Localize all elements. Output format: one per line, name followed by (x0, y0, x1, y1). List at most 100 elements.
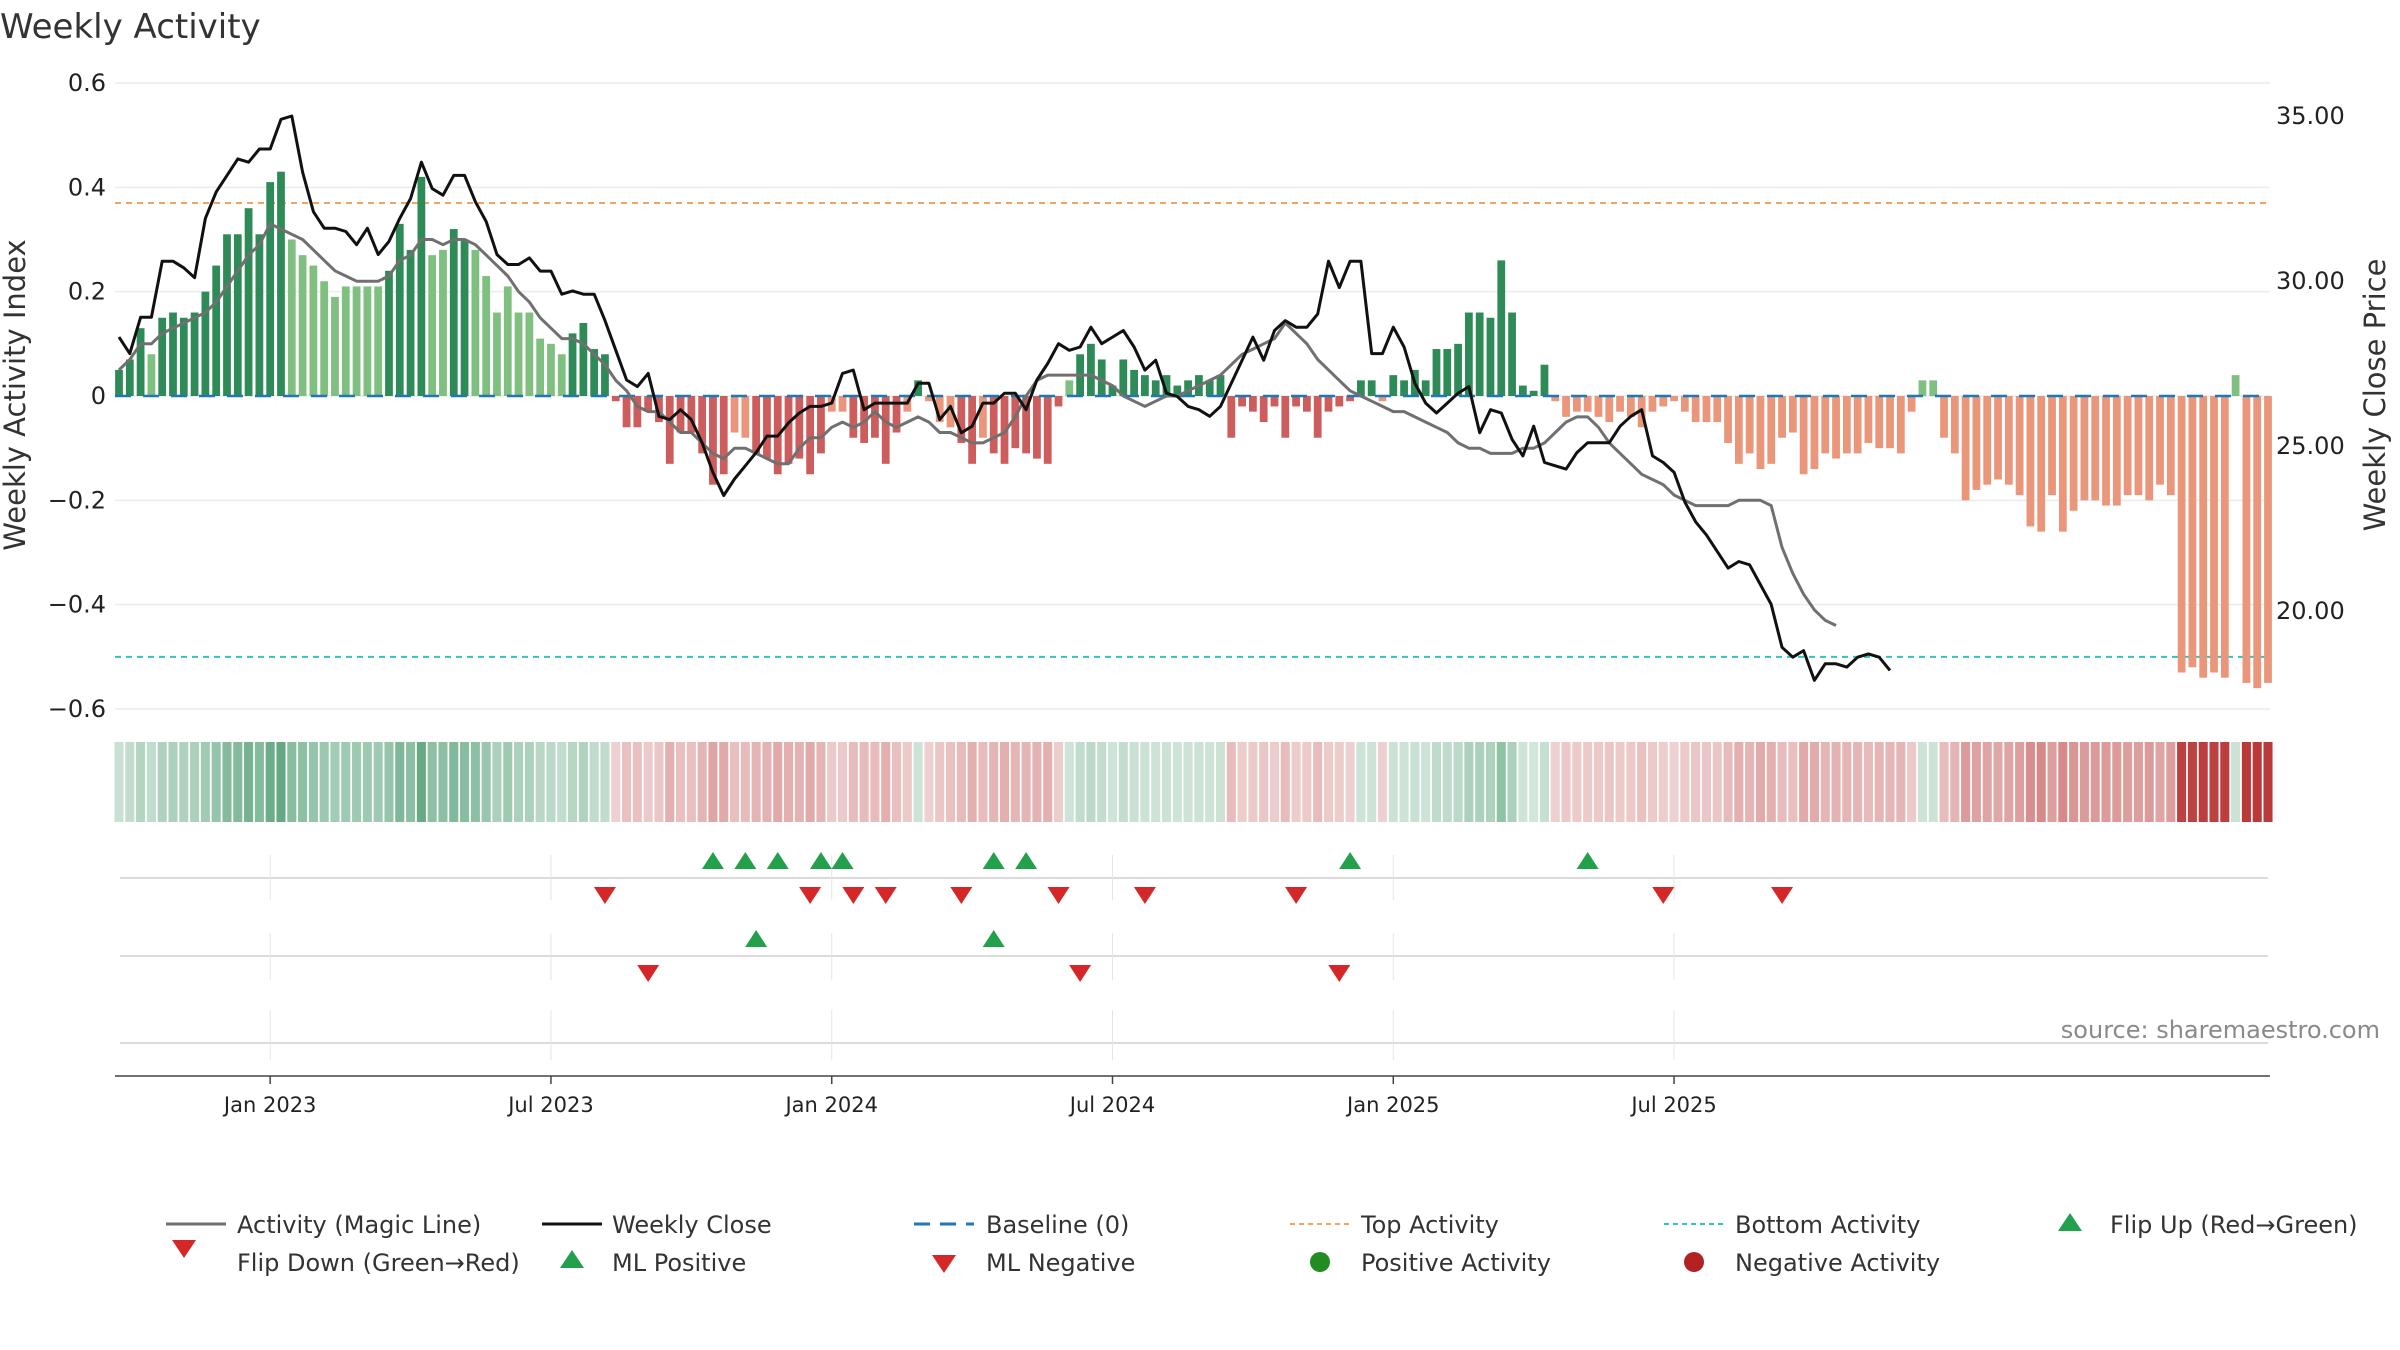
heat-cell (1658, 742, 1668, 822)
y-tick-label: −0.6 (48, 695, 106, 723)
heat-cell (395, 742, 405, 822)
heat-cell (1453, 742, 1463, 822)
heat-cell (1129, 742, 1139, 822)
y-tick-label: 0.2 (68, 278, 106, 306)
activity-bar (568, 333, 577, 396)
activity-bar (763, 396, 771, 459)
legend-item-bottom-activity: Bottom Activity (1664, 1211, 1920, 1239)
heat-cell (535, 742, 545, 822)
ml-negative-marker (1771, 887, 1794, 904)
activity-bar (1648, 396, 1657, 412)
ml-positive-marker (982, 852, 1005, 869)
activity-bar (2177, 396, 2186, 673)
heat-cell (362, 742, 372, 822)
activity-bar (1313, 396, 1322, 438)
activity-bar (147, 354, 156, 396)
activity-bar (1583, 396, 1592, 412)
heat-cell (2112, 742, 2122, 822)
heat-cell (1345, 742, 1355, 822)
heat-cell (1010, 742, 1020, 822)
heat-cell (1172, 742, 1182, 822)
activity-bar (179, 317, 188, 396)
heat-cell (730, 742, 740, 822)
activity-bar (1616, 396, 1624, 412)
x-tick-label: Jul 2024 (1068, 1093, 1155, 1117)
ml-negative-marker (1652, 887, 1675, 904)
activity-bar (1378, 396, 1387, 402)
activity-bar (385, 270, 393, 396)
heat-cell (1691, 742, 1701, 822)
activity-bar (1443, 349, 1452, 396)
heat-cell (2231, 742, 2241, 822)
y2-tick-label: 20.00 (2276, 597, 2345, 625)
heat-cell (665, 742, 675, 822)
activity-bar (201, 291, 210, 396)
activity-bar (417, 176, 426, 396)
heat-cell (2004, 742, 2014, 822)
heat-cell (1183, 742, 1193, 822)
heat-cell (1107, 742, 1118, 822)
svg-text:Baseline (0): Baseline (0) (986, 1211, 1129, 1239)
svg-text:Positive Activity: Positive Activity (1361, 1249, 1551, 1277)
activity-bar (244, 208, 253, 396)
heat-cell (1151, 742, 1161, 822)
activity-bar (1130, 369, 1138, 396)
svg-text:Flip Down (Green→Red): Flip Down (Green→Red) (237, 1249, 520, 1277)
activity-bar (1540, 364, 1549, 396)
activity-bar (2102, 396, 2110, 506)
heat-cell (1334, 742, 1344, 822)
activity-bar (1562, 396, 1570, 417)
activity-bar (784, 396, 793, 464)
ml-positive-marker (1339, 852, 1362, 869)
ml-negative-triangle-icon (932, 1255, 956, 1273)
heat-cell (654, 742, 664, 822)
heat-cell (1140, 742, 1150, 822)
activity-bar (698, 396, 707, 454)
heat-cell (1302, 742, 1312, 822)
activity-bar (1508, 312, 1516, 396)
heat-cell (762, 742, 772, 822)
activity-bar (806, 396, 815, 475)
activity-bar (1108, 385, 1117, 396)
activity-bar (1227, 396, 1236, 438)
heat-cell (2090, 742, 2100, 822)
heat-cell (611, 742, 621, 822)
heat-cell (2123, 742, 2133, 822)
flip-up-marker (745, 930, 768, 947)
activity-bar (1551, 396, 1560, 402)
heat-cell (319, 742, 329, 822)
svg-text:Bottom Activity: Bottom Activity (1735, 1211, 1920, 1239)
y-tick-label: −0.2 (48, 486, 106, 514)
activity-bar (169, 312, 177, 396)
activity-bar (406, 249, 415, 396)
legend-item-negative-activity: Negative Activity (1684, 1249, 1940, 1277)
activity-bar (1756, 396, 1765, 470)
heat-cell (157, 742, 167, 822)
heat-cell (1950, 742, 1960, 822)
activity-bar (1324, 396, 1333, 412)
chart-title: Weekly Activity (0, 7, 261, 47)
activity-bar (1918, 380, 1927, 396)
activity-bar (849, 396, 858, 438)
activity-bar (655, 396, 663, 423)
heat-cell (1291, 742, 1301, 822)
activity-bar (1087, 343, 1095, 396)
heat-cell (967, 742, 977, 822)
heat-cell (1097, 742, 1107, 822)
heat-cell (1637, 742, 1647, 822)
ml-negative-marker (593, 887, 616, 904)
heat-cell (190, 742, 200, 822)
heat-cell (244, 742, 254, 822)
svg-text:Negative Activity: Negative Activity (1735, 1249, 1940, 1277)
heat-cell (913, 742, 923, 822)
y2-tick-label: 30.00 (2276, 267, 2345, 295)
activity-bar (1724, 396, 1732, 443)
heat-cell (1583, 742, 1593, 822)
heat-cell (254, 742, 264, 822)
activity-bar (1054, 396, 1063, 407)
heat-cell (2177, 742, 2187, 822)
heat-cell (2252, 742, 2262, 822)
legend: Activity (Magic Line) Weekly Close Basel… (166, 1211, 2358, 1277)
heat-cell (2155, 742, 2165, 822)
heat-cell (233, 742, 243, 822)
